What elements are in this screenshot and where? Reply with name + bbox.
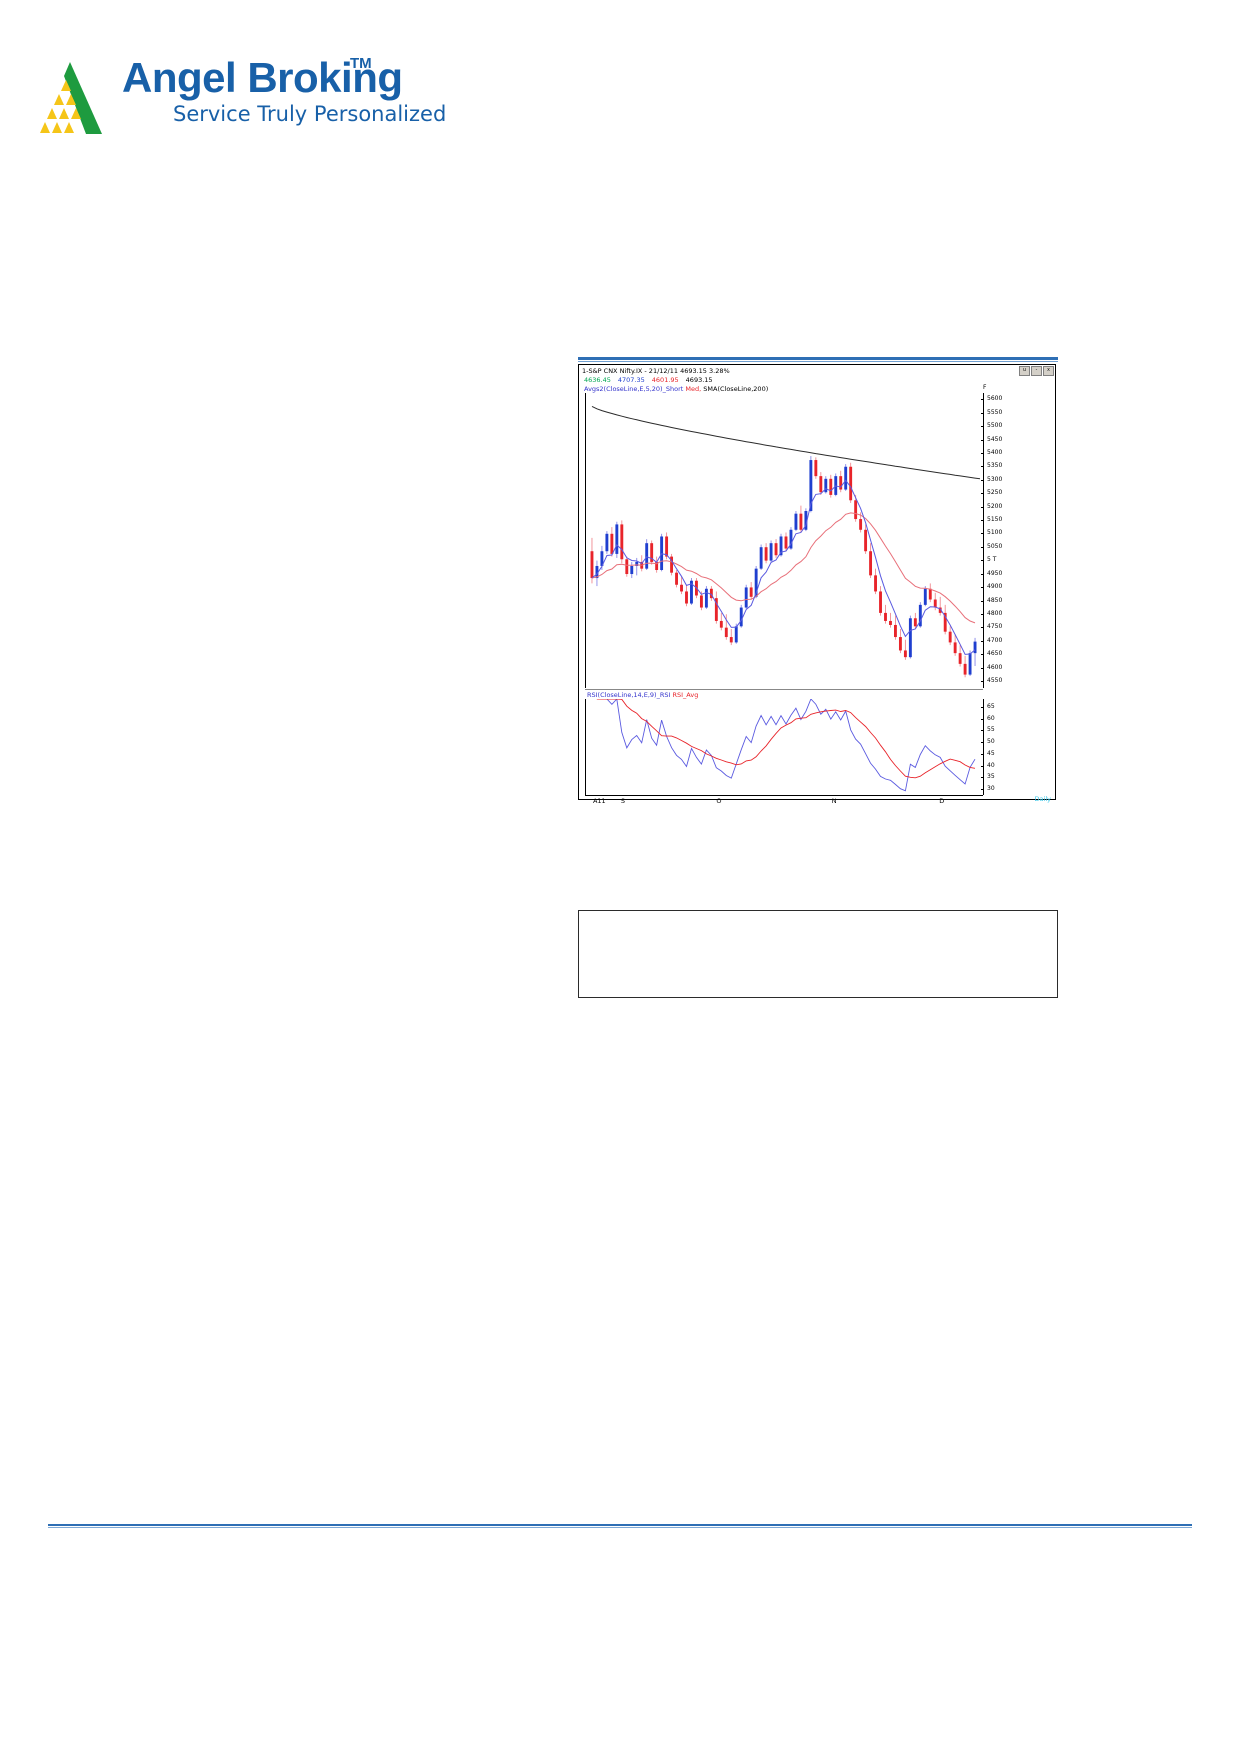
price-tick: 5600 xyxy=(980,395,1002,402)
x-axis-tick: S xyxy=(620,797,625,805)
rsi-tick: 60 xyxy=(981,715,995,722)
price-tick: 5200 xyxy=(980,503,1002,510)
price-tick: 4750 xyxy=(980,623,1002,630)
price-tick: 5300 xyxy=(980,476,1002,483)
price-tick: 5100 xyxy=(980,529,1002,536)
angel-triangle-logo-icon xyxy=(30,60,110,138)
chart-top-rule-thin xyxy=(578,361,1058,362)
price-tick: 4850 xyxy=(980,597,1002,604)
price-tick: 5500 xyxy=(980,422,1002,429)
x-axis-tick: N xyxy=(831,797,837,805)
rsi-plot xyxy=(596,699,976,792)
legend-rsi-avg: RSI_Avg xyxy=(672,691,699,699)
price-tick: 5350 xyxy=(980,462,1002,469)
legend-sma: SMA(CloseLine,200) xyxy=(703,385,769,393)
price-tick: 4800 xyxy=(980,610,1002,617)
price-tick: 5400 xyxy=(980,449,1002,456)
price-indicator-legend: Avgs2(CloseLine,E,5,20)_Short Med, SMA(C… xyxy=(584,385,768,393)
price-tick: 5250 xyxy=(980,489,1002,496)
window-controls[interactable]: u - x xyxy=(1019,366,1054,376)
candlestick-plot xyxy=(590,405,981,678)
price-tick: 5550 xyxy=(980,409,1002,416)
chart-top-rule xyxy=(578,357,1058,360)
pane-divider xyxy=(585,689,983,690)
x-axis-tick: D xyxy=(939,797,945,805)
price-tick: 4550 xyxy=(980,677,1002,684)
x-axis-tick: O xyxy=(716,797,722,805)
legend-med: Med, xyxy=(685,385,702,393)
footer-rule xyxy=(48,1524,1192,1526)
restore-button[interactable]: - xyxy=(1031,366,1042,376)
price-tick: 5450 xyxy=(980,436,1002,443)
price-tick: 4650 xyxy=(980,650,1002,657)
price-tick: 5050 xyxy=(980,543,1002,550)
chart-title: 1-S&P CNX Nifty.IX - 21/12/11 4693.15 3.… xyxy=(582,367,730,375)
ohlc-open: 4636.45 xyxy=(584,376,611,384)
price-tick: 5 T xyxy=(980,556,996,563)
ohlc-high: 4707.35 xyxy=(617,376,645,384)
ohlc-close: 4693.15 xyxy=(685,376,713,384)
rsi-tick: 50 xyxy=(981,738,995,745)
close-button[interactable]: x xyxy=(1043,366,1054,376)
price-tick: 5150 xyxy=(980,516,1002,523)
brand-trademark: TM xyxy=(350,55,372,72)
price-tick: 4900 xyxy=(980,583,1002,590)
charting-application-window: u - x 1-S&P CNX Nifty.IX - 21/12/11 4693… xyxy=(578,364,1056,805)
price-tick: 4950 xyxy=(980,570,1002,577)
x-axis-line xyxy=(585,795,983,796)
rsi-legend: RSI(CloseLine,14,E,9)_RSI RSI_Avg xyxy=(587,691,698,699)
brand-header: Angel Broking TM Service Truly Personali… xyxy=(30,55,446,160)
chart-figure: u - x 1-S&P CNX Nifty.IX - 21/12/11 4693… xyxy=(578,357,1058,805)
price-tick: 4600 xyxy=(980,664,1002,671)
minimize-button[interactable]: u xyxy=(1019,366,1030,376)
price-tick: 4700 xyxy=(980,637,1002,644)
legend-rsi: RSI(CloseLine,14,E,9)_RSI xyxy=(587,691,671,699)
rsi-axis: 65 60 55 50 45 40 35 30 xyxy=(981,699,1030,795)
ohlc-readout: 4636.45 4707.35 4601.95 4693.15 xyxy=(584,376,720,384)
rsi-tick: 30 xyxy=(981,785,995,792)
rsi-tick: 65 xyxy=(981,703,995,710)
x-axis-tick: A11 xyxy=(592,797,606,805)
brand-tagline: Service Truly Personalized xyxy=(173,102,447,126)
rsi-tick: 55 xyxy=(981,726,995,733)
rsi-tick: 45 xyxy=(981,750,995,757)
brand-name: Angel Broking xyxy=(122,54,403,101)
ohlc-low: 4601.95 xyxy=(651,376,679,384)
note-box xyxy=(578,910,1058,998)
legend-avgs: Avgs2(CloseLine,E,5,20)_Short xyxy=(584,385,684,393)
footer-rule-thin xyxy=(48,1527,1192,1528)
rsi-pane xyxy=(585,699,983,795)
price-axis: 5600 5550 5500 5450 5400 5350 5300 5250 5200 5150… xyxy=(980,393,1030,688)
rsi-tick: 40 xyxy=(981,762,995,769)
frequency-label: Daily xyxy=(1034,795,1051,803)
rsi-tick: 35 xyxy=(981,773,995,780)
axis-corner-label: F xyxy=(983,384,987,391)
price-pane xyxy=(585,393,983,688)
